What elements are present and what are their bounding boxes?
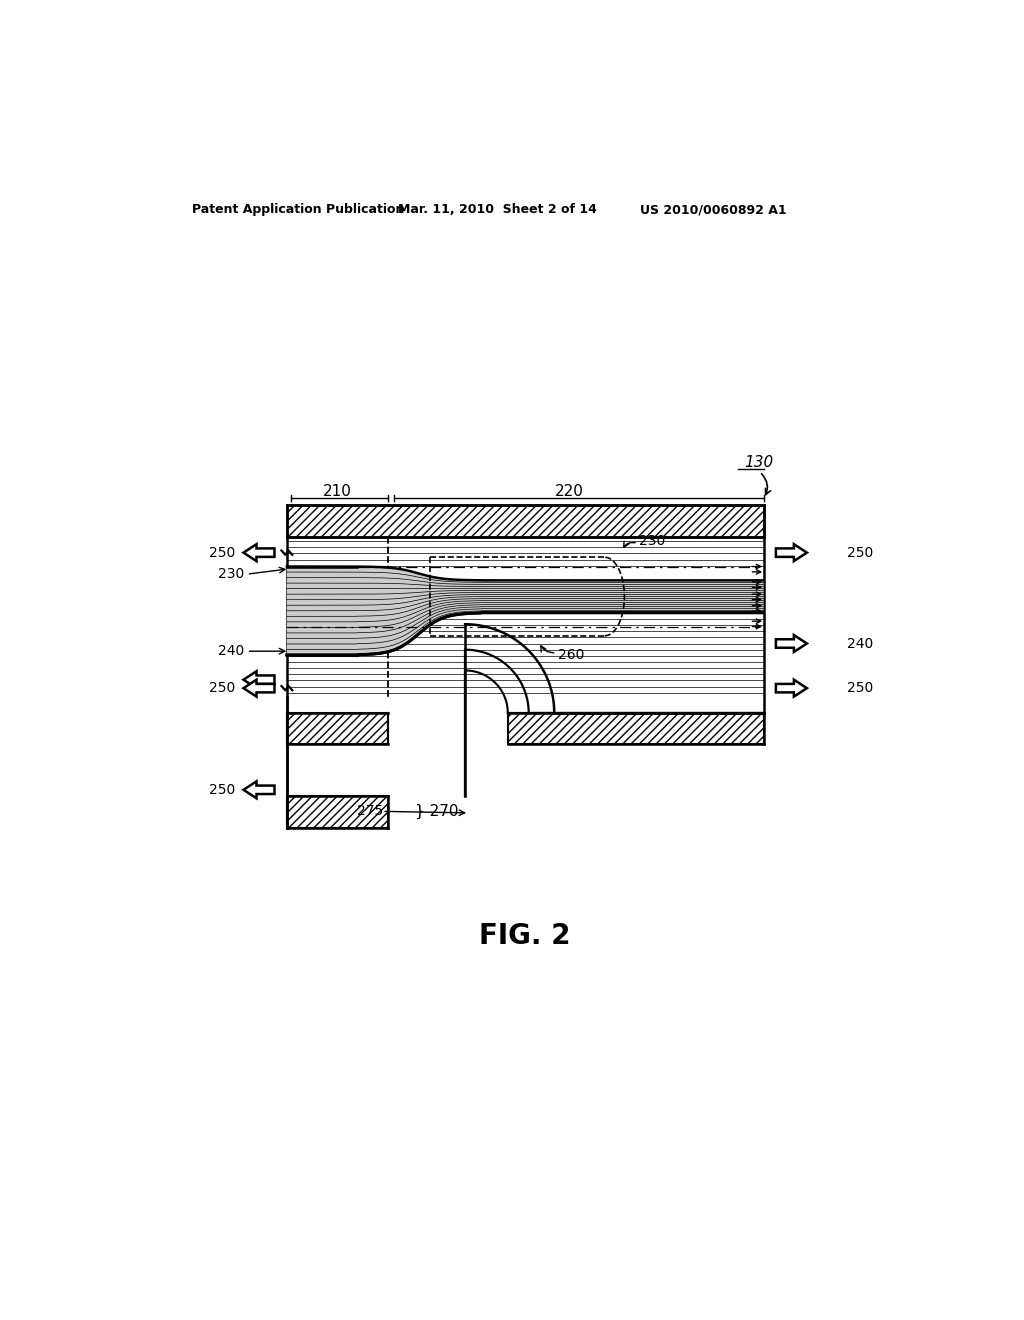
- Text: 260: 260: [558, 648, 585, 663]
- Polygon shape: [244, 680, 274, 697]
- Text: 220: 220: [555, 483, 584, 499]
- Text: 230: 230: [640, 535, 666, 548]
- Text: } 270: } 270: [415, 804, 459, 818]
- Text: 210: 210: [323, 483, 351, 499]
- Bar: [287, 796, 388, 829]
- Text: 275: 275: [357, 804, 384, 818]
- Text: FIG. 2: FIG. 2: [479, 923, 570, 950]
- Polygon shape: [776, 635, 807, 652]
- Text: 130: 130: [744, 455, 773, 470]
- Polygon shape: [244, 671, 274, 688]
- Polygon shape: [776, 544, 807, 561]
- Bar: [287, 504, 764, 537]
- Text: 250: 250: [210, 783, 236, 797]
- Text: Mar. 11, 2010  Sheet 2 of 14: Mar. 11, 2010 Sheet 2 of 14: [397, 203, 597, 216]
- Polygon shape: [776, 680, 807, 697]
- Bar: [287, 713, 388, 743]
- Text: 250: 250: [210, 545, 236, 560]
- Text: 230: 230: [218, 568, 245, 581]
- Text: 250: 250: [847, 681, 873, 696]
- Polygon shape: [244, 544, 274, 561]
- Polygon shape: [244, 781, 274, 799]
- Bar: [508, 713, 764, 743]
- Text: 250: 250: [847, 545, 873, 560]
- Text: 250: 250: [210, 681, 236, 696]
- Text: 240: 240: [218, 644, 245, 659]
- Text: Patent Application Publication: Patent Application Publication: [191, 203, 403, 216]
- Text: US 2010/0060892 A1: US 2010/0060892 A1: [640, 203, 786, 216]
- Text: 240: 240: [847, 636, 873, 651]
